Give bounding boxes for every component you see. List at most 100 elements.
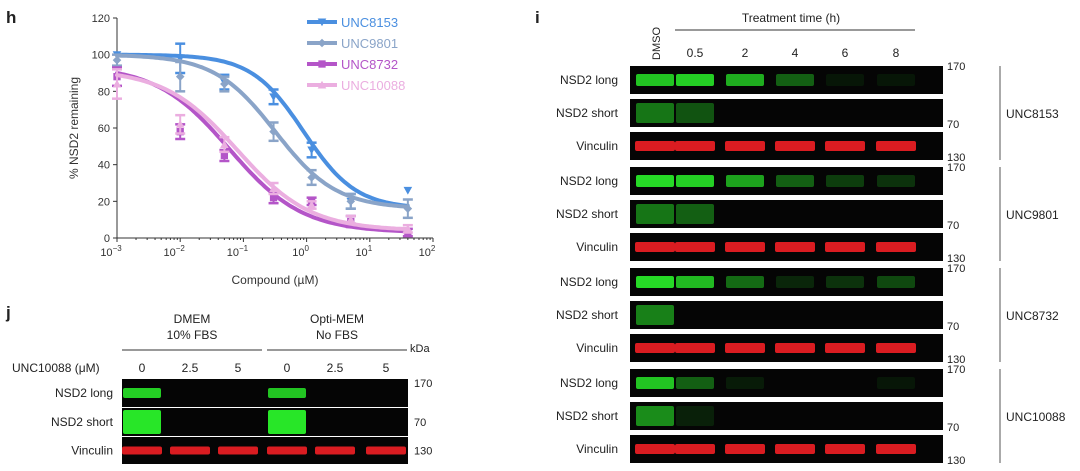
kda-label: 130 — [947, 455, 965, 467]
row-label: Vinculin — [71, 444, 113, 458]
blot-band — [676, 406, 714, 426]
legend-item: UNC8153 — [307, 15, 398, 30]
data-point — [269, 127, 278, 136]
time-course-blots: DMSO Treatment time (h) 0.5 2 4 6 8 NSD2 long 17… — [556, 11, 1066, 467]
dmso-label: DMSO — [651, 27, 663, 60]
treatment-title: Treatment time (h) — [742, 11, 840, 25]
blot-band — [776, 175, 814, 187]
kda-label: 130 — [947, 152, 965, 164]
blot-band — [636, 406, 674, 426]
blot-band — [826, 74, 864, 86]
row-label: NSD2 long — [560, 275, 618, 289]
data-point — [346, 197, 356, 206]
blot-group-UNC9801: NSD2 long 170 NSD2 short 70 Vinculin 130 UNC98… — [556, 162, 1059, 265]
blot-band — [726, 74, 764, 86]
series-UNC9801 — [112, 53, 413, 220]
blot-band — [675, 343, 715, 353]
data-point — [112, 79, 122, 88]
time-label: 6 — [842, 46, 849, 60]
blot-band — [675, 444, 715, 454]
blot-band — [675, 242, 715, 252]
blot-strip — [630, 99, 943, 127]
row-label: Vinculin — [576, 240, 618, 254]
data-point — [307, 173, 316, 182]
blot-band — [636, 305, 674, 325]
blot-band — [776, 74, 814, 86]
kda-label: 130 — [947, 253, 965, 265]
blot-band — [776, 276, 814, 288]
kda-label: 70 — [414, 417, 426, 429]
media-blots: DMEM 10% FBS Opti-MEM No FBS kDa UNC10088 (μM… — [12, 312, 432, 464]
row-label: Vinculin — [576, 442, 618, 456]
blot-band — [826, 276, 864, 288]
row-label: Vinculin — [576, 139, 618, 153]
row-label: NSD2 short — [556, 106, 619, 120]
data-point — [269, 184, 278, 192]
group-label: UNC8153 — [1006, 107, 1059, 121]
data-point — [112, 55, 122, 65]
panel-letter-j: j — [6, 303, 11, 322]
blot-band — [876, 242, 916, 252]
legend-label: UNC10088 — [341, 78, 405, 93]
data-point — [175, 72, 185, 81]
row-label: NSD2 long — [560, 174, 618, 188]
blot-band — [635, 444, 675, 454]
data-point — [317, 38, 327, 48]
dose-value: 5 — [235, 361, 242, 375]
kda-label: 130 — [947, 354, 965, 366]
condition-line1: DMEM — [174, 312, 211, 326]
legend-item: UNC10088 — [307, 78, 405, 93]
blot-band — [825, 242, 865, 252]
fit-curve — [115, 73, 410, 232]
data-point — [318, 60, 326, 68]
blot-band — [877, 276, 915, 288]
blot-band — [877, 74, 915, 86]
row-label: NSD2 short — [51, 415, 114, 429]
blot-band — [725, 444, 765, 454]
y-tick-label: 40 — [98, 160, 110, 172]
y-tick-label: 120 — [92, 13, 110, 25]
y-tick-label: 20 — [98, 196, 110, 208]
condition-line1: Opti-MEM — [310, 312, 364, 326]
blot-band — [636, 377, 674, 389]
blot-group-UNC8732: NSD2 long 170 NSD2 short 70 Vinculin 130 UNC87… — [556, 263, 1059, 366]
y-tick-label: 60 — [98, 123, 110, 135]
kda-label: 170 — [947, 162, 965, 174]
blot-band — [726, 276, 764, 288]
x-tick-label: 10−3 — [100, 244, 122, 259]
legend-label: UNC8732 — [341, 57, 398, 72]
fit-curve — [115, 53, 410, 209]
blot-band — [676, 175, 714, 187]
kda-label: 170 — [947, 364, 965, 376]
data-point — [220, 79, 229, 89]
blot-band — [775, 343, 815, 353]
dose-value: 0 — [139, 361, 146, 375]
blot-band — [725, 242, 765, 252]
legend-label: UNC9801 — [341, 36, 398, 51]
row-label: NSD2 short — [556, 308, 619, 322]
row-label: NSD2 short — [556, 409, 619, 423]
kda-label: 70 — [947, 220, 959, 232]
y-axis-title: % NSD2 remaining — [67, 77, 81, 179]
kda-header: kDa — [410, 343, 430, 355]
data-point — [269, 93, 278, 102]
dose-response-chart: 0 20 40 60 80 100 120 10−3 10−2 10−1 100 101 102 Comp… — [67, 13, 436, 287]
kda-label: 70 — [947, 422, 959, 434]
legend-label: UNC8153 — [341, 15, 398, 30]
blot-strip — [630, 402, 943, 430]
row-label: NSD2 long — [560, 376, 618, 390]
blot-band — [122, 446, 162, 455]
blot-band — [267, 446, 307, 455]
blot-band — [725, 141, 765, 151]
data-point — [307, 146, 316, 155]
data-point — [317, 18, 327, 27]
kda-label: 70 — [947, 119, 959, 131]
row-label: NSD2 long — [55, 386, 113, 400]
row-label: NSD2 short — [556, 207, 619, 221]
data-point — [317, 80, 327, 89]
blot-band — [725, 343, 765, 353]
blot-band — [635, 141, 675, 151]
x-tick-label: 101 — [355, 244, 372, 259]
kda-label: 130 — [414, 446, 432, 458]
blot-strip — [122, 437, 408, 464]
